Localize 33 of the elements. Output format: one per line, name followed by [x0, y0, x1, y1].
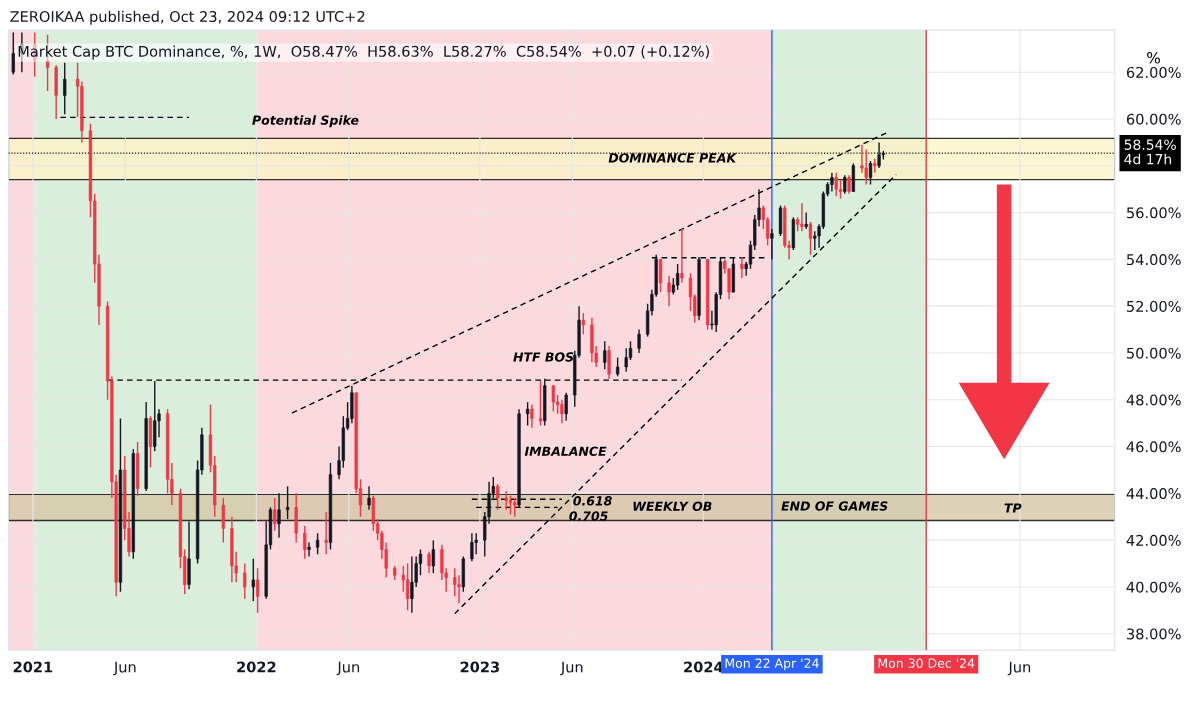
- ref-line-label: 58.54% 4d 17h: [1124, 139, 1176, 165]
- y-tick-label: 40.00%: [1126, 581, 1181, 593]
- y-tick-label: 54.00%: [1127, 254, 1181, 266]
- annotation: END OF GAMES: [781, 501, 888, 511]
- annotation: 0.618: [573, 496, 612, 506]
- band-label: WEEKLY OB: [633, 501, 712, 512]
- y-tick-label: 46.00%: [1126, 441, 1181, 453]
- x-tick-label: 2021: [13, 661, 53, 673]
- y-tick-label: 44.00%: [1126, 488, 1181, 500]
- annotation: 0.705: [569, 511, 608, 521]
- y-tick-label: 60.00%: [1126, 113, 1181, 125]
- y-tick-label: 62.00%: [1126, 66, 1181, 78]
- x-tick-label: Jun: [560, 661, 583, 676]
- ref-line-label: Mon 22 Apr '24: [725, 658, 819, 671]
- y-tick-label: 50.00%: [1127, 347, 1181, 359]
- ref-line-label: Mon 30 Dec '24: [878, 658, 975, 668]
- band-label: DOMINANCE PEAK: [608, 153, 737, 163]
- x-tick-label: Jun: [1007, 661, 1031, 676]
- x-tick-label: 2023: [460, 661, 499, 673]
- x-tick-label: 2022: [237, 661, 276, 673]
- y-tick-label: 56.00%: [1127, 207, 1181, 219]
- y-tick-label: 38.00%: [1127, 628, 1181, 640]
- annotation: TP: [1004, 503, 1022, 513]
- y-tick-label: 48.00%: [1126, 394, 1181, 406]
- chart-title: ZEROIKAA published, Oct 23, 2024 09:12 UTC+2: [10, 10, 365, 25]
- x-tick-label: Jun: [336, 661, 359, 676]
- annotation: Potential Spike: [252, 115, 359, 128]
- text: Market Cap BTC Dominance, %, 1W, O58.47% H58.63% L58.27% C58.54% +0.07 (+0.12%): [18, 45, 709, 60]
- y-tick-label: 52.00%: [1127, 300, 1181, 312]
- y-axis-title: %: [1147, 52, 1160, 64]
- annotation: IMBALANCE: [524, 446, 607, 456]
- x-tick-label: Jun: [113, 661, 136, 676]
- y-tick-label: 42.00%: [1126, 534, 1181, 546]
